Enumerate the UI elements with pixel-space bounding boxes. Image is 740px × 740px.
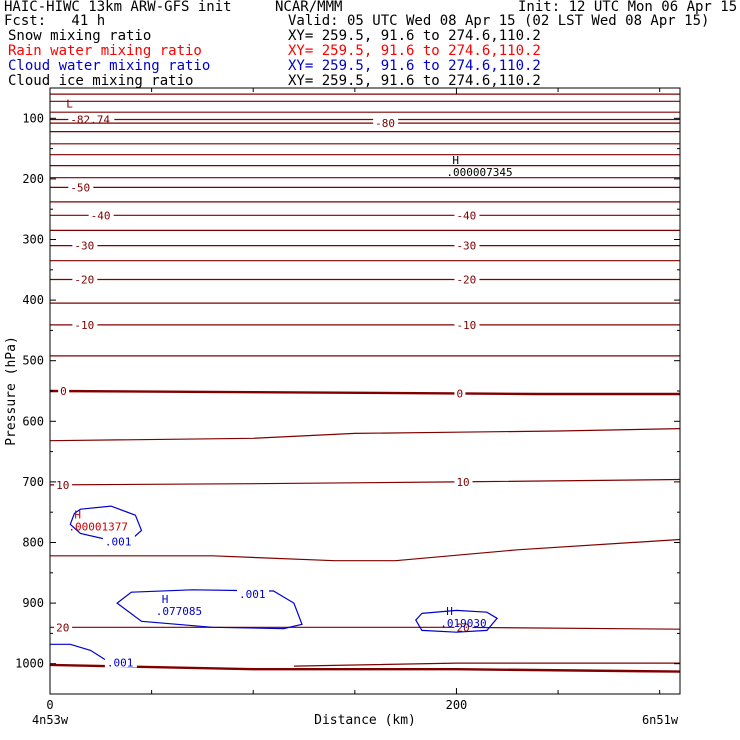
- isotherm-label-bg: [68, 113, 115, 125]
- y-tick-label: 400: [22, 293, 44, 307]
- isotherm-line: [49, 428, 681, 442]
- isotherm-line: [50, 626, 681, 630]
- isotherm-label-bg: [454, 209, 480, 221]
- extreme-value: .019030: [440, 617, 486, 630]
- field-xy-cloud-water: XY= 259.5, 91.6 to 274.6,110.2: [288, 58, 541, 74]
- isotherm-label-bg: [72, 273, 98, 285]
- isotherm-label: 10: [56, 479, 69, 492]
- cloud-contour-label: .001: [105, 535, 132, 548]
- cloud-label-bg: [104, 656, 137, 668]
- y-tick-label: 100: [22, 111, 44, 125]
- field-name-snow: Snow mixing ratio: [8, 28, 152, 44]
- field-name-cloud-water: Cloud water mixing ratio: [8, 58, 211, 74]
- cloud-label-bg: [102, 535, 135, 547]
- isotherm-label: 20: [56, 621, 69, 634]
- y-tick-label: 600: [22, 414, 44, 428]
- valid-time: Valid: 05 UTC Wed 08 Apr 15 (02 LST Wed …: [288, 13, 710, 29]
- isotherm-line: [293, 662, 680, 667]
- isotherm-label-bg: [58, 385, 70, 397]
- y-tick-label: 700: [22, 475, 44, 489]
- cloud-water-contour: [415, 609, 499, 633]
- isotherm-label: -20: [74, 273, 94, 286]
- isotherm-label-bg: [54, 478, 73, 490]
- chart-title: HAIC-HIWC 13km ARW-GFS init: [4, 0, 232, 15]
- isotherm-label-bg: [454, 239, 480, 251]
- extreme-value: .000007345: [446, 166, 512, 179]
- extreme-marker: H: [446, 605, 453, 618]
- extreme-value: .077085: [156, 605, 202, 618]
- y-tick-label: 300: [22, 233, 44, 247]
- isotherm-line: [49, 478, 681, 486]
- isotherm-line: [50, 538, 681, 562]
- isotherm-label: -50: [70, 181, 90, 194]
- isotherm-label-bg: [72, 318, 98, 330]
- field-name-cloud-ice: Cloud ice mixing ratio: [8, 73, 194, 89]
- cloud-contour-label: .001: [239, 588, 266, 601]
- init-time: Init: 12 UTC Mon 06 Apr 15: [518, 0, 738, 15]
- x-axis-title: Distance (km): [314, 713, 416, 728]
- isotherm-label-bg: [68, 181, 94, 193]
- field-name-rain: Rain water mixing ratio: [8, 43, 202, 59]
- y-tick-label: 1000: [15, 657, 44, 671]
- org-label: NCAR/MMM: [275, 0, 343, 15]
- isotherm-label-bg: [454, 475, 473, 487]
- isotherm-label: -10: [456, 319, 476, 332]
- extreme-value: .00001377: [68, 520, 128, 533]
- isotherm-label: 10: [456, 476, 469, 489]
- isotherm-label-bg: [54, 621, 73, 633]
- x-tick-label: 0: [46, 698, 53, 712]
- forecast-hour: Fcst: 41 h: [4, 13, 106, 29]
- isotherm-label: 0: [456, 387, 463, 400]
- y-tick-label: 500: [22, 354, 44, 368]
- isotherm-label: -40: [91, 209, 111, 222]
- isotherm-label: 0: [60, 385, 67, 398]
- isotherm-label-bg: [454, 273, 480, 285]
- field-xy-rain: XY= 259.5, 91.6 to 274.6,110.2: [288, 43, 541, 59]
- isotherm-label: -82.74: [70, 114, 110, 127]
- extreme-marker: H: [452, 154, 459, 167]
- extreme-marker: H: [162, 593, 169, 606]
- y-axis-title: Pressure (hPa): [4, 336, 19, 446]
- isotherm-label-bg: [72, 239, 98, 251]
- y-tick-label: 200: [22, 172, 44, 186]
- isotherm-label-bg: [88, 209, 114, 221]
- isotherm-line: [49, 389, 680, 396]
- extreme-marker: H: [74, 508, 81, 521]
- isotherm-label: -20: [456, 273, 476, 286]
- isotherm-label: -30: [74, 240, 94, 253]
- isotherm-label: -10: [74, 319, 94, 332]
- isotherm-label-bg: [454, 621, 473, 633]
- x-tick-label: 200: [446, 698, 468, 712]
- isotherm-label: -40: [456, 209, 476, 222]
- field-xy-snow: XY= 259.5, 91.6 to 274.6,110.2: [288, 28, 541, 44]
- isotherm-label-bg: [373, 117, 399, 129]
- cloud-label-bg: [237, 588, 269, 600]
- x-left-endpoint: 4n53w: [32, 713, 69, 727]
- cloud-water-contour: [50, 643, 108, 662]
- x-right-endpoint: 6n51w: [642, 713, 679, 727]
- field-xy-cloud-ice: XY= 259.5, 91.6 to 274.6,110.2: [288, 73, 541, 89]
- extreme-marker: L: [66, 97, 73, 110]
- cloud-water-contour: [116, 589, 303, 630]
- isotherm-label-bg: [454, 387, 466, 399]
- y-tick-label: 800: [22, 536, 44, 550]
- cloud-contour-label: .001: [107, 656, 134, 669]
- y-tick-label: 900: [22, 596, 44, 610]
- isotherm-label: -30: [456, 240, 476, 253]
- isotherm-label: -80: [375, 117, 395, 130]
- isotherm-label-bg: [454, 318, 480, 330]
- isotherm-line: [49, 663, 681, 673]
